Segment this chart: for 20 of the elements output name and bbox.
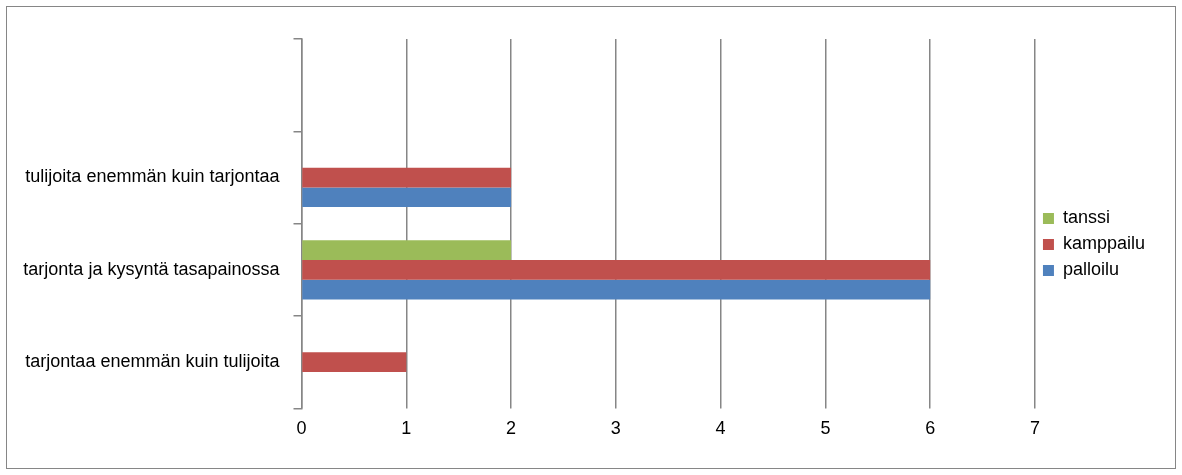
y-tick-label: tulijoita enemmän kuin tarjontaa bbox=[25, 166, 281, 187]
x-tick-label: 5 bbox=[820, 418, 831, 439]
x-tick-label: 2 bbox=[506, 418, 517, 439]
x-tick-label: 6 bbox=[925, 418, 936, 439]
x-tick-label: 3 bbox=[610, 418, 621, 439]
x-tick-label: 7 bbox=[1029, 418, 1040, 439]
bar bbox=[302, 352, 407, 373]
bar bbox=[302, 279, 931, 300]
bar bbox=[302, 260, 931, 280]
x-tick-label: 4 bbox=[715, 418, 726, 439]
legend-label: kamppailu bbox=[1062, 233, 1145, 254]
legend-label: tanssi bbox=[1062, 207, 1110, 228]
bar bbox=[302, 167, 512, 188]
x-tick-label: 0 bbox=[296, 418, 307, 439]
legend-label: palloilu bbox=[1062, 259, 1119, 280]
y-tick-label: tarjonta ja kysyntä tasapainossa bbox=[23, 258, 281, 279]
x-tick-label: 1 bbox=[401, 418, 412, 439]
bar bbox=[302, 187, 512, 208]
y-tick-label: tarjontaa enemmän kuin tulijoita bbox=[25, 351, 281, 372]
bar bbox=[302, 240, 512, 261]
